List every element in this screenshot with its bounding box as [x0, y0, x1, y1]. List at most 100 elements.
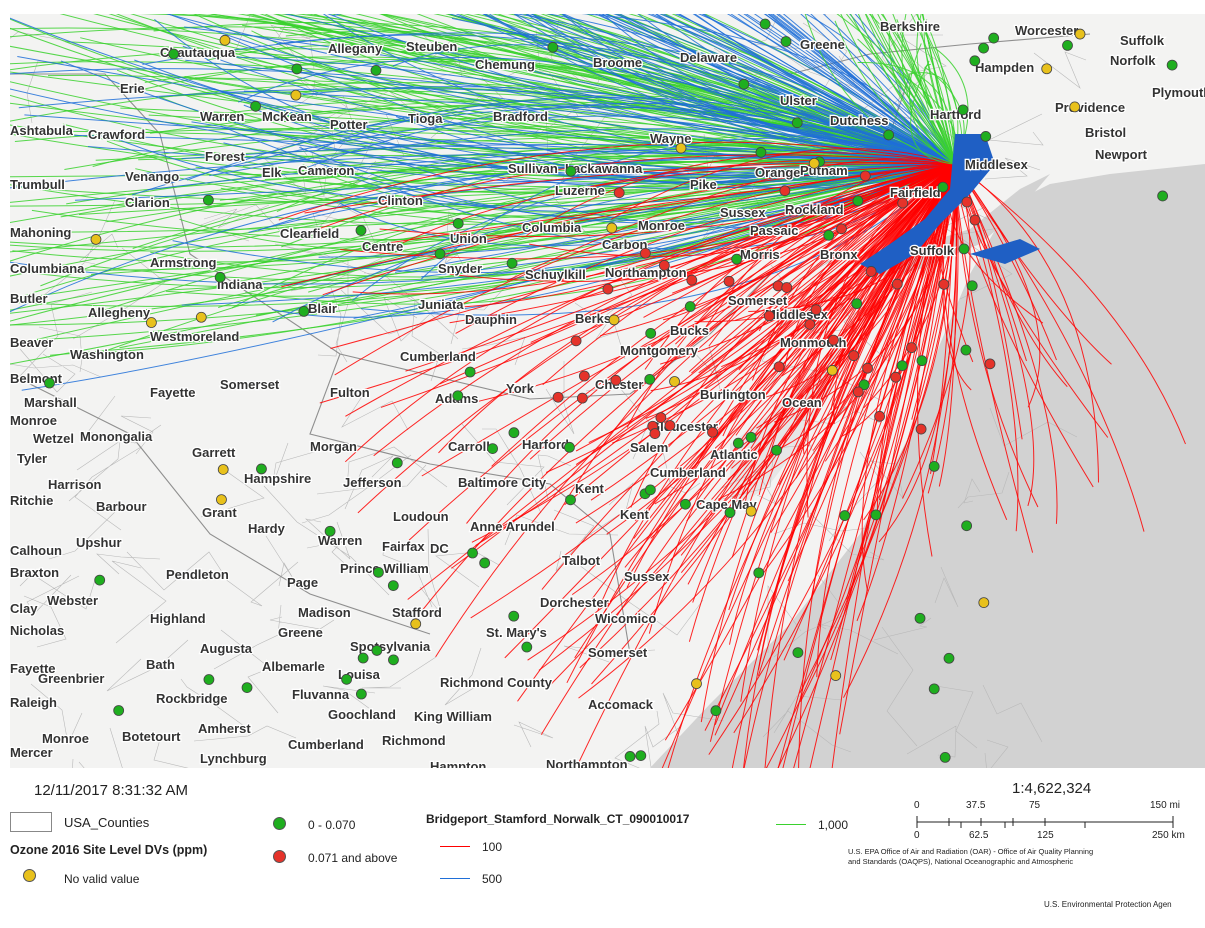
county-label: Raleigh	[10, 695, 57, 710]
trajectory-1000m	[36, 130, 956, 165]
county-label: Wayne	[650, 131, 691, 146]
trajectory-1000m	[888, 32, 956, 165]
site-marker-green	[547, 41, 559, 53]
county-label: Mercer	[10, 745, 53, 760]
site-marker-yellow	[146, 317, 157, 328]
trajectory-1000m	[558, 14, 956, 165]
trajectory-100m	[466, 163, 956, 524]
site-marker-green	[980, 131, 992, 142]
red-site-swatch	[273, 850, 286, 863]
site-marker-red	[639, 247, 651, 259]
trajectory-100m	[408, 163, 956, 541]
trajectory-500m	[142, 32, 956, 165]
trajectory-500m	[678, 14, 956, 165]
site-marker-green	[928, 460, 940, 472]
county-label: Warren	[318, 533, 362, 548]
traj-100-swatch	[440, 846, 470, 847]
map-canvas[interactable]: Chautauqua Allegany Steuben Chemung Broome De…	[10, 14, 1205, 768]
red-range-label: 0.071 and above	[308, 851, 398, 865]
ozone-legend-title: Ozone 2016 Site Level DVs (ppm)	[10, 843, 208, 857]
site-marker-green	[168, 48, 180, 60]
trajectory-500m	[284, 14, 956, 165]
trajectory-1000m	[148, 114, 956, 165]
site-marker-green	[467, 547, 478, 559]
trajectory-lines	[10, 14, 1186, 768]
site-marker-red	[658, 259, 670, 271]
site-marker-yellow	[195, 311, 207, 323]
county-label: Passaic	[750, 223, 798, 238]
trajectory-100m	[735, 163, 956, 436]
county-label: Morris	[740, 247, 780, 262]
trajectory-100m	[954, 163, 1099, 483]
trajectory-1000m	[540, 14, 956, 165]
trajectory-500m	[353, 106, 956, 165]
trajectory-1000m	[18, 163, 956, 205]
county-label: Bronx	[820, 247, 858, 262]
trajectory-1000m	[916, 14, 956, 165]
county-label: Berks	[575, 311, 611, 326]
trajectory-100m	[856, 163, 956, 565]
trajectory-500m	[545, 14, 956, 165]
county-label: Albemarle	[262, 659, 325, 674]
trajectory-1000m	[52, 163, 956, 233]
site-marker-green	[645, 327, 657, 339]
trajectory-100m	[553, 159, 956, 196]
county-label: Plymouth	[1152, 85, 1205, 100]
site-marker-red	[961, 196, 973, 208]
trajectory-1000m	[585, 14, 956, 165]
trajectory-500m	[604, 14, 956, 165]
site-marker-red	[865, 266, 877, 277]
mi-tick-1: 37.5	[966, 800, 986, 811]
site-marker-yellow	[606, 222, 618, 234]
trajectory-500m	[768, 14, 956, 165]
credits-line-1: U.S. EPA Office of Air and Radiation (OA…	[848, 847, 1094, 856]
trajectory-map: Chautauqua Allegany Steuben Chemung Broome De…	[10, 14, 1205, 768]
site-marker-green	[939, 751, 951, 763]
trajectory-100m	[542, 163, 956, 386]
trajectory-100m	[714, 163, 956, 725]
county-label: Nicholas	[10, 623, 64, 638]
site-marker-red	[852, 386, 864, 398]
site-marker-green	[241, 682, 253, 694]
site-marker-red	[828, 334, 839, 346]
county-label: Marshall	[24, 395, 77, 410]
county-label: Armstrong	[150, 255, 217, 270]
county-label: Providence	[1055, 100, 1125, 115]
trajectory-500m	[561, 14, 956, 165]
traj-500-swatch	[440, 878, 470, 879]
trajectory-100m	[694, 163, 956, 323]
county-label: Clarion	[125, 195, 170, 210]
site-marker-green	[792, 647, 804, 659]
site-marker-yellow	[216, 494, 227, 505]
trajectory-100m	[708, 163, 956, 755]
site-marker-green	[710, 705, 722, 717]
site-marker-green	[966, 280, 978, 292]
trajectory-100m	[927, 163, 959, 494]
trajectory-100m	[526, 152, 956, 236]
site-marker-green	[370, 65, 382, 76]
county-label: Worcester	[1015, 23, 1078, 38]
scale-ratio: 1:4,622,324	[1012, 780, 1092, 797]
site-marker-green	[387, 580, 399, 592]
county-label: Hampton	[430, 759, 486, 768]
trajectory-500m	[395, 116, 956, 189]
site-marker-green	[780, 36, 792, 47]
mi-tick-3: 150 mi	[1150, 800, 1181, 811]
trajectory-1000m	[10, 18, 956, 171]
trajectory-100m	[575, 163, 956, 466]
county-label: Middlesex	[965, 157, 1029, 172]
site-marker-green	[464, 366, 476, 378]
site-marker-green	[937, 181, 949, 193]
county-label: Ulster	[780, 93, 817, 108]
county-label: Pendleton	[166, 567, 229, 582]
trajectory-100m	[731, 163, 956, 469]
site-marker-green	[753, 567, 765, 579]
site-marker-red	[686, 274, 698, 286]
site-marker-red	[906, 342, 917, 354]
site-marker-green	[961, 520, 973, 532]
county-label: Page	[287, 575, 318, 590]
trajectory-500m	[655, 14, 956, 165]
site-marker-green	[357, 652, 369, 664]
county-label: Botetourt	[122, 729, 181, 744]
trajectory-1000m	[888, 22, 956, 165]
